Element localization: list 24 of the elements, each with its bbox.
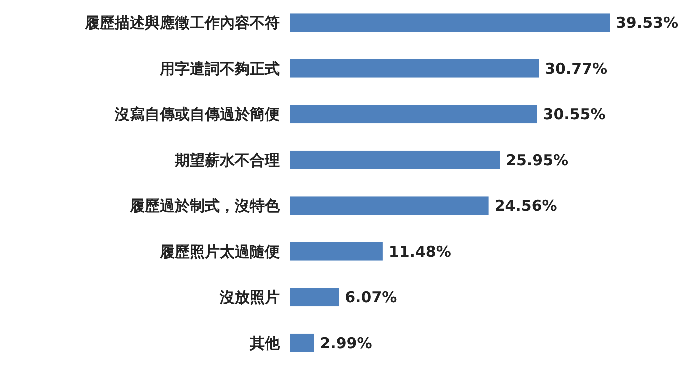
bar: [290, 150, 500, 170]
data-label: 30.55%: [543, 106, 606, 124]
bar: [290, 59, 540, 78]
y-tick-label: 沒放照片: [219, 288, 280, 307]
bar: [290, 288, 340, 307]
data-label: 24.56%: [494, 197, 558, 216]
y-tick-label: 期望薪水不合理: [174, 151, 280, 170]
bar: [290, 14, 610, 32]
y-tick-label: 沒寫自傳或自傳過於簡便: [114, 106, 280, 124]
data-label: 2.99%: [320, 334, 372, 352]
bar: [290, 334, 314, 352]
y-tick-label: 履歷照片太過隨便: [159, 242, 280, 261]
data-label: 6.07%: [345, 288, 398, 307]
y-tick-label: 履歷過於制式，沒特色: [129, 197, 281, 216]
y-tick-label: 用字遣詞不夠正式: [159, 60, 280, 78]
bar: [290, 105, 538, 124]
data-label: 30.77%: [545, 60, 608, 78]
bar: [290, 196, 489, 216]
data-label: 25.95%: [506, 151, 569, 170]
y-tick-label: 其他: [249, 334, 281, 352]
data-label: 11.48%: [388, 242, 452, 261]
bar: [290, 242, 383, 261]
data-label: 39.53%: [616, 14, 678, 32]
y-tick-label: 履歷描述與應徵工作內容不符: [84, 14, 280, 32]
